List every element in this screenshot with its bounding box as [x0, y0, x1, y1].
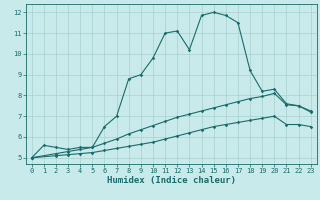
X-axis label: Humidex (Indice chaleur): Humidex (Indice chaleur): [107, 176, 236, 185]
